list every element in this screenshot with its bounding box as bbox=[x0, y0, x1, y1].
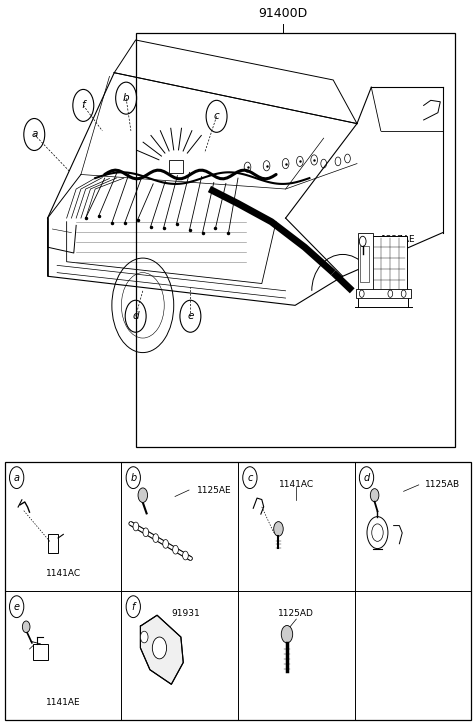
Bar bbox=[48, 534, 58, 553]
Circle shape bbox=[143, 528, 149, 537]
Text: 1125AE: 1125AE bbox=[197, 486, 232, 494]
Text: a: a bbox=[14, 473, 20, 483]
Text: d: d bbox=[363, 473, 370, 483]
Text: 1125AB: 1125AB bbox=[425, 481, 460, 489]
Circle shape bbox=[173, 545, 178, 554]
Circle shape bbox=[133, 522, 139, 531]
Bar bbox=[5, 462, 471, 720]
Text: e: e bbox=[187, 311, 194, 321]
Circle shape bbox=[163, 539, 169, 548]
Circle shape bbox=[370, 489, 379, 502]
Text: c: c bbox=[247, 473, 253, 483]
Text: e: e bbox=[14, 602, 20, 611]
Text: 1125KD: 1125KD bbox=[376, 289, 412, 298]
Circle shape bbox=[153, 534, 159, 542]
Circle shape bbox=[274, 522, 283, 537]
Text: 1141AC: 1141AC bbox=[279, 481, 314, 489]
Circle shape bbox=[152, 637, 167, 659]
Polygon shape bbox=[140, 615, 183, 684]
Text: a: a bbox=[31, 129, 38, 140]
Circle shape bbox=[183, 551, 188, 560]
Text: f: f bbox=[81, 100, 85, 111]
Circle shape bbox=[281, 625, 293, 643]
Bar bbox=[169, 160, 183, 173]
Text: 1141AE: 1141AE bbox=[46, 698, 80, 707]
Bar bbox=[360, 246, 369, 282]
Text: b: b bbox=[123, 93, 129, 103]
Text: d: d bbox=[132, 311, 139, 321]
Bar bbox=[33, 644, 48, 660]
Bar bbox=[358, 233, 373, 294]
Text: 1327AE: 1327AE bbox=[381, 236, 416, 244]
Circle shape bbox=[140, 631, 148, 643]
Text: 91931: 91931 bbox=[171, 609, 200, 619]
Text: 1125AD: 1125AD bbox=[278, 609, 314, 619]
Text: f: f bbox=[131, 602, 135, 611]
Bar bbox=[136, 33, 455, 447]
Text: 1141AC: 1141AC bbox=[46, 569, 80, 577]
Text: 91400D: 91400D bbox=[258, 7, 308, 20]
Bar bbox=[356, 289, 411, 298]
Text: b: b bbox=[130, 473, 137, 483]
Circle shape bbox=[138, 488, 148, 502]
Bar bbox=[371, 236, 407, 291]
Text: c: c bbox=[214, 111, 219, 121]
Circle shape bbox=[22, 621, 30, 632]
